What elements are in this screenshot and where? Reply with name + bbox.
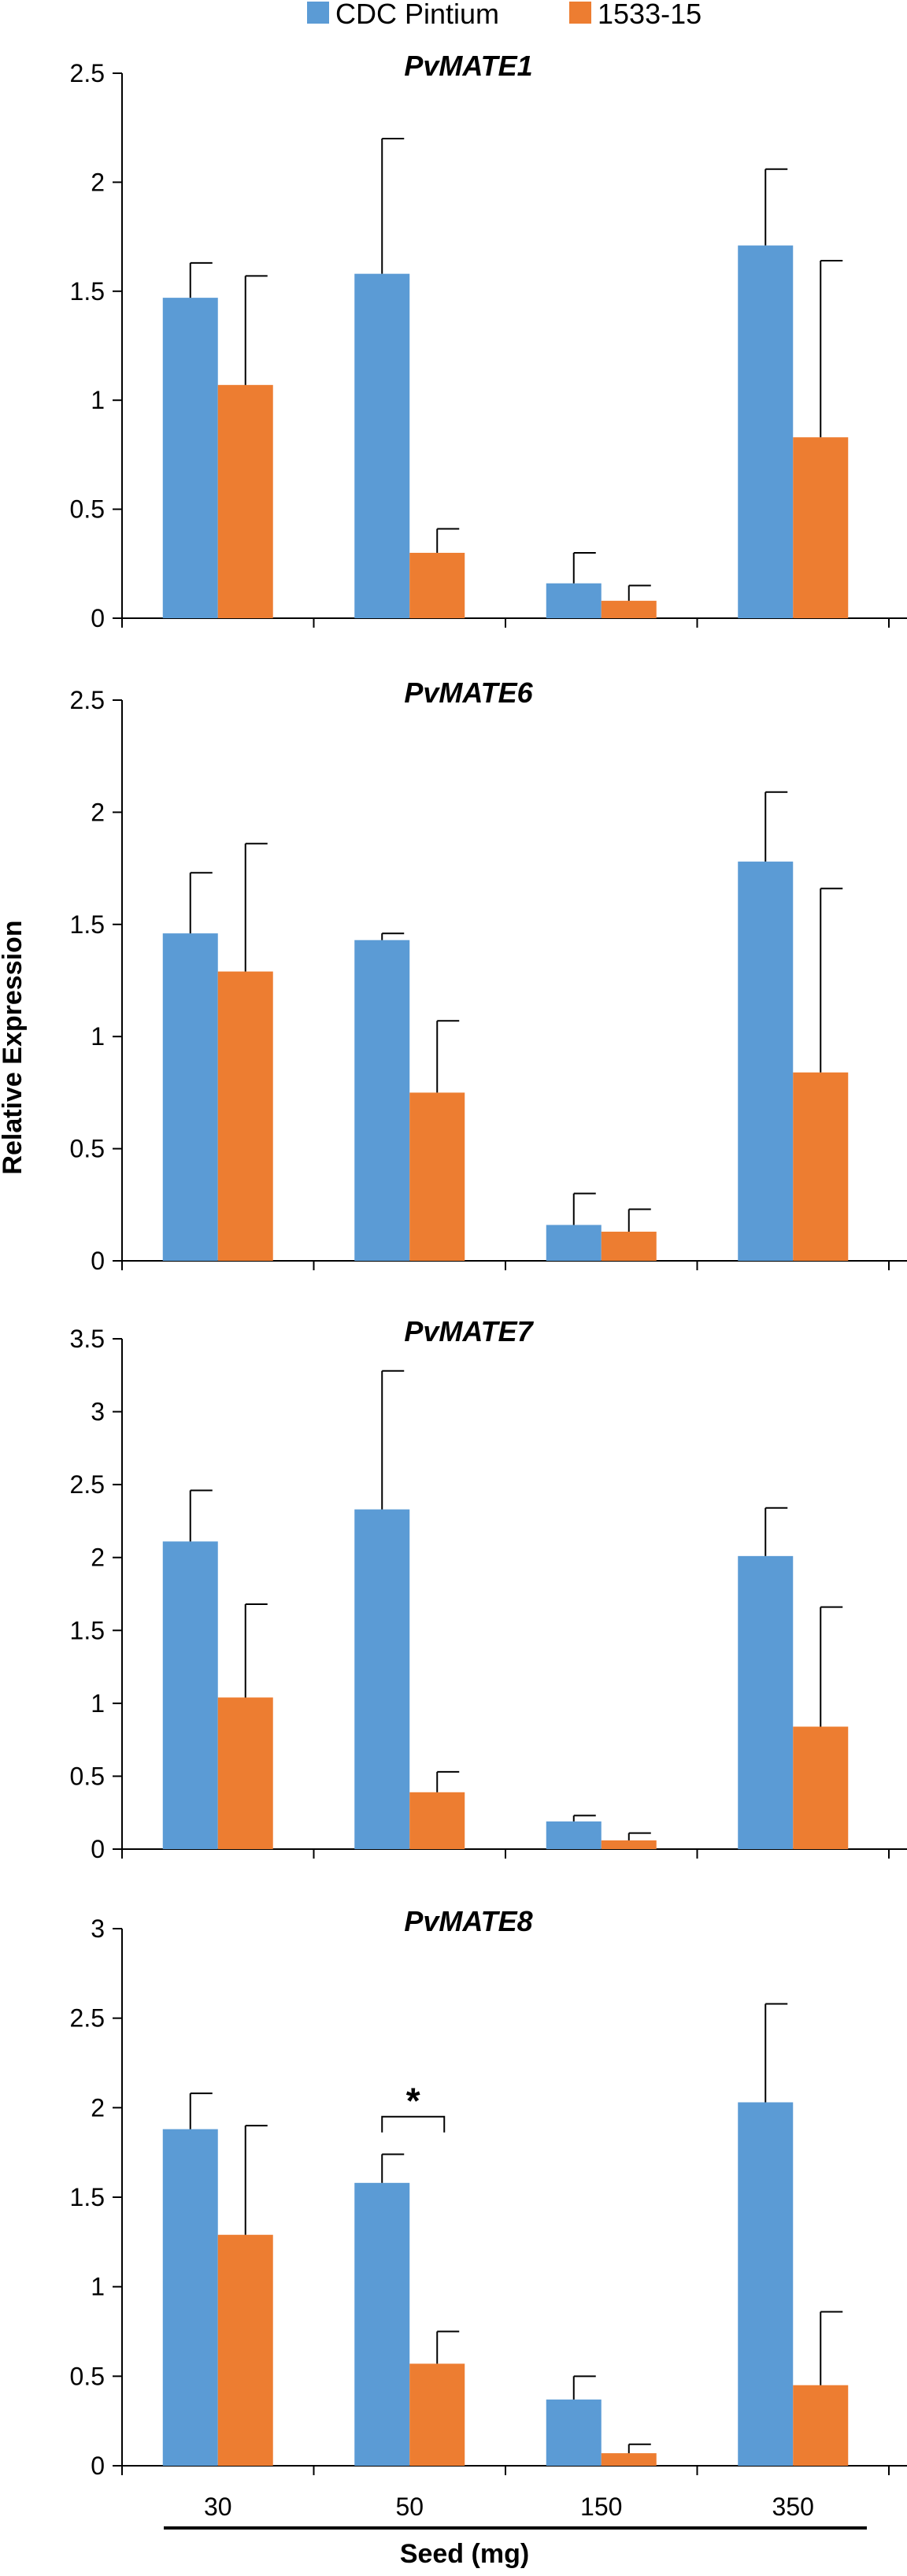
y-tick-label: 0 <box>91 1835 105 1863</box>
y-tick-label: 2.5 <box>70 1470 105 1499</box>
bar-1533-15 <box>601 2453 657 2466</box>
bar-1533-15 <box>793 2385 849 2466</box>
bar-1533-15 <box>793 1726 849 1849</box>
y-tick-label: 2 <box>91 2093 105 2122</box>
x-tick-label: 50 <box>395 2493 424 2521</box>
x-tick-label: 150 <box>580 2493 622 2521</box>
y-tick-label: 1.5 <box>70 2183 105 2211</box>
bar-cdc-pintium <box>162 2129 218 2466</box>
panel-title: PvMATE7 <box>404 1315 534 1347</box>
y-tick-label: 1.5 <box>70 1616 105 1644</box>
bar-1533-15 <box>409 1092 465 1261</box>
y-tick-label: 2 <box>91 798 105 826</box>
y-tick-label: 0 <box>91 1247 105 1275</box>
y-axis-title: Relative Expression <box>0 920 28 1174</box>
y-tick-label: 2 <box>91 1544 105 1572</box>
x-tick-label: 350 <box>772 2493 814 2521</box>
bar-cdc-pintium <box>546 1821 602 1849</box>
bar-cdc-pintium <box>546 1225 602 1261</box>
y-tick-label: 1 <box>91 2273 105 2301</box>
bar-cdc-pintium <box>546 2399 602 2466</box>
y-tick-label: 0 <box>91 2452 105 2480</box>
y-tick-label: 2.5 <box>70 59 105 87</box>
y-tick-label: 2.5 <box>70 2004 105 2033</box>
bar-cdc-pintium <box>546 583 602 618</box>
significance-star: * <box>406 2081 420 2122</box>
x-tick-label: 30 <box>204 2493 232 2521</box>
y-tick-label: 0 <box>91 604 105 632</box>
legend-label-1: CDC Pintium <box>335 0 499 30</box>
legend-swatch-1 <box>307 2 329 24</box>
bar-1533-15 <box>409 2363 465 2466</box>
bar-cdc-pintium <box>738 2102 794 2466</box>
bar-1533-15 <box>217 2234 273 2466</box>
y-tick-label: 0.5 <box>70 495 105 524</box>
y-tick-label: 1 <box>91 1022 105 1051</box>
y-tick-label: 0.5 <box>70 2362 105 2390</box>
y-tick-label: 3 <box>91 1398 105 1426</box>
bar-1533-15 <box>409 1792 465 1849</box>
panel-title: PvMATE6 <box>404 676 533 709</box>
bar-1533-15 <box>217 971 273 1261</box>
y-tick-label: 0.5 <box>70 1762 105 1790</box>
bar-cdc-pintium <box>354 1509 410 1849</box>
bar-1533-15 <box>409 552 465 618</box>
bar-cdc-pintium <box>354 940 410 1261</box>
y-tick-label: 1.5 <box>70 910 105 939</box>
x-axis-title: Seed (mg) <box>400 2539 529 2569</box>
bar-cdc-pintium <box>738 245 794 618</box>
y-tick-label: 1 <box>91 1689 105 1718</box>
bar-cdc-pintium <box>354 2182 410 2466</box>
y-tick-label: 1 <box>91 386 105 414</box>
significance-bracket <box>381 2115 446 2133</box>
bar-cdc-pintium <box>354 273 410 618</box>
y-tick-label: 0.5 <box>70 1135 105 1163</box>
bar-1533-15 <box>217 1697 273 1849</box>
legend-label-2: 1533-15 <box>598 0 702 30</box>
panel-title: PvMATE1 <box>404 50 532 82</box>
bar-cdc-pintium <box>738 862 794 1261</box>
y-tick-label: 3 <box>91 1914 105 1943</box>
bar-1533-15 <box>601 1231 657 1261</box>
bar-1533-15 <box>601 1840 657 1849</box>
panel-title: PvMATE8 <box>404 1905 532 1937</box>
bar-cdc-pintium <box>738 1555 794 1849</box>
bar-cdc-pintium <box>162 933 218 1261</box>
bar-cdc-pintium <box>162 298 218 618</box>
legend-swatch-2 <box>569 2 591 24</box>
y-tick-label: 2 <box>91 168 105 196</box>
y-tick-label: 1.5 <box>70 277 105 306</box>
bar-1533-15 <box>217 384 273 618</box>
y-tick-label: 2.5 <box>70 686 105 714</box>
bar-1533-15 <box>793 1072 849 1261</box>
bar-1533-15 <box>793 437 849 618</box>
bar-1533-15 <box>601 600 657 618</box>
bar-cdc-pintium <box>162 1541 218 1849</box>
y-tick-label: 3.5 <box>70 1325 105 1353</box>
